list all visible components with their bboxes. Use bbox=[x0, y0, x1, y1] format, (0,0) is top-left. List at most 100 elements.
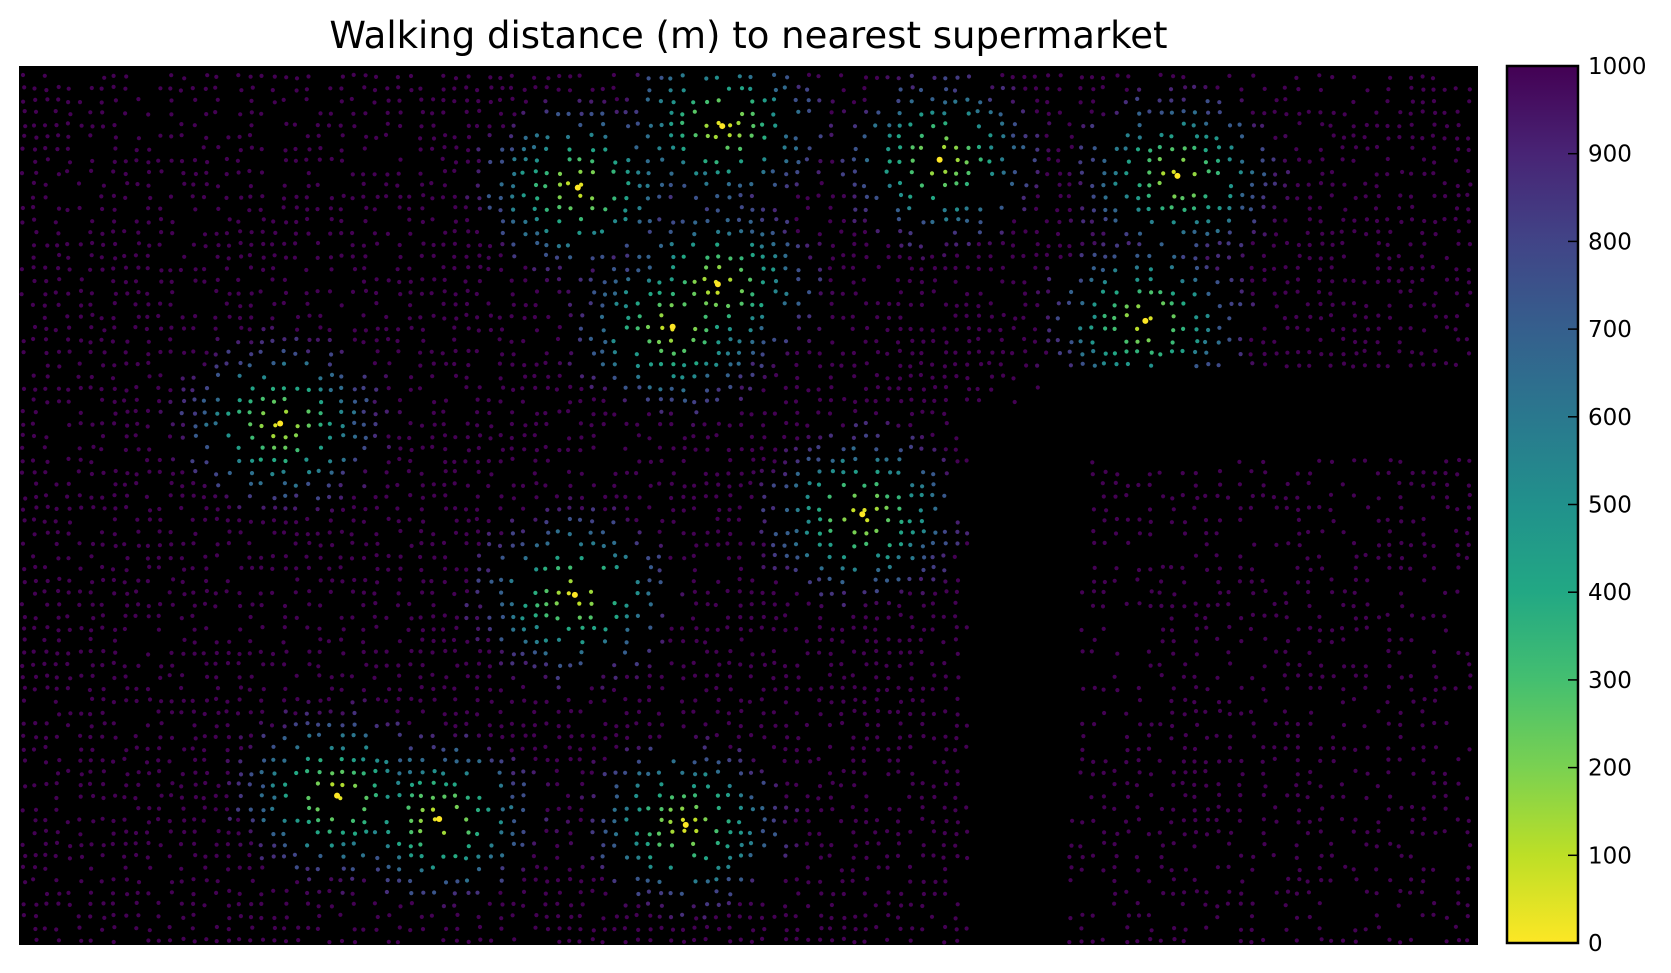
data-point bbox=[898, 699, 904, 705]
data-point bbox=[613, 770, 618, 775]
data-point bbox=[580, 625, 585, 630]
data-point bbox=[420, 663, 425, 668]
data-point bbox=[635, 422, 640, 427]
data-point bbox=[338, 912, 343, 917]
data-point bbox=[373, 649, 378, 654]
data-point bbox=[761, 601, 766, 606]
data-point bbox=[147, 928, 152, 933]
data-point bbox=[990, 171, 995, 176]
data-point bbox=[750, 361, 755, 366]
data-point bbox=[113, 291, 118, 296]
data-point bbox=[1057, 351, 1062, 356]
data-point bbox=[908, 902, 914, 907]
data-point bbox=[657, 793, 662, 798]
data-point bbox=[771, 591, 776, 596]
data-point bbox=[487, 615, 492, 620]
data-point bbox=[716, 805, 721, 811]
data-point bbox=[258, 649, 263, 655]
data-point bbox=[727, 484, 732, 489]
data-point bbox=[418, 171, 423, 176]
data-point bbox=[772, 805, 778, 810]
data-point bbox=[554, 829, 559, 834]
data-point bbox=[283, 148, 288, 153]
data-point bbox=[922, 555, 927, 560]
data-point bbox=[773, 723, 778, 728]
data-point bbox=[1261, 483, 1266, 488]
data-point bbox=[453, 302, 458, 307]
data-point bbox=[339, 637, 344, 642]
data-point bbox=[192, 829, 197, 834]
data-point bbox=[622, 926, 628, 931]
data-point bbox=[407, 206, 412, 211]
data-point bbox=[339, 349, 344, 354]
data-point bbox=[431, 410, 436, 415]
data-point bbox=[817, 241, 822, 246]
data-point bbox=[716, 529, 721, 534]
data-point bbox=[282, 603, 288, 609]
data-point bbox=[852, 218, 857, 224]
data-point bbox=[262, 375, 267, 380]
data-point bbox=[1193, 256, 1198, 261]
data-point bbox=[680, 770, 685, 775]
data-point bbox=[942, 182, 948, 188]
data-point bbox=[101, 769, 106, 774]
data-point bbox=[182, 818, 187, 823]
data-point bbox=[669, 303, 674, 308]
data-point bbox=[751, 123, 756, 129]
data-point bbox=[235, 711, 241, 716]
data-point bbox=[556, 709, 561, 714]
data-point bbox=[555, 901, 560, 906]
data-point bbox=[396, 327, 401, 332]
data-point bbox=[45, 134, 50, 139]
data-point bbox=[876, 553, 881, 558]
data-point bbox=[54, 686, 59, 691]
data-point bbox=[78, 758, 83, 763]
data-point bbox=[899, 903, 904, 908]
data-point bbox=[419, 868, 424, 873]
data-point bbox=[282, 818, 287, 823]
data-point bbox=[944, 471, 949, 476]
data-point bbox=[726, 721, 732, 726]
data-point bbox=[283, 506, 288, 511]
data-point bbox=[841, 768, 846, 774]
data-point bbox=[1159, 242, 1164, 247]
data-point bbox=[1160, 843, 1165, 848]
data-point bbox=[1251, 591, 1256, 596]
data-point bbox=[669, 277, 674, 282]
data-point bbox=[853, 207, 858, 212]
data-point bbox=[1272, 745, 1277, 750]
data-point bbox=[682, 398, 688, 403]
data-point bbox=[588, 589, 594, 594]
data-point bbox=[179, 133, 184, 138]
data-point bbox=[1102, 840, 1107, 845]
data-point bbox=[1035, 242, 1040, 247]
data-point bbox=[489, 843, 494, 848]
data-point bbox=[557, 890, 563, 895]
data-point bbox=[432, 400, 437, 405]
data-point bbox=[930, 375, 935, 380]
data-point bbox=[418, 842, 423, 847]
data-point bbox=[190, 517, 195, 522]
data-point bbox=[544, 109, 549, 114]
data-point bbox=[20, 541, 26, 546]
data-point bbox=[395, 75, 400, 80]
data-point bbox=[533, 458, 538, 463]
data-point bbox=[659, 182, 665, 187]
data-point bbox=[577, 601, 582, 606]
data-point bbox=[133, 279, 139, 284]
data-point bbox=[784, 723, 789, 728]
data-point bbox=[407, 517, 412, 522]
data-point bbox=[54, 482, 59, 487]
data-point bbox=[624, 421, 629, 426]
data-point bbox=[55, 530, 60, 535]
data-point bbox=[760, 280, 766, 285]
data-point bbox=[738, 937, 743, 942]
data-point bbox=[714, 649, 719, 654]
data-point bbox=[637, 183, 642, 188]
data-point bbox=[919, 290, 925, 295]
data-point bbox=[1135, 805, 1140, 810]
data-point bbox=[930, 410, 935, 415]
data-point bbox=[327, 530, 332, 535]
data-point bbox=[317, 673, 322, 678]
data-point bbox=[488, 99, 493, 105]
